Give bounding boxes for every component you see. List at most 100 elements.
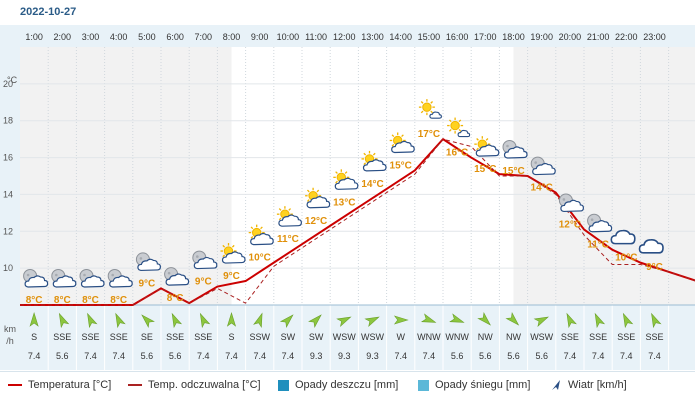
wind-speed-label: 5.6 [141,351,154,361]
wind-direction-arrow-icon [141,314,155,329]
hour-temp-label: 15°C [390,160,412,171]
y-axis-unit: °C [7,75,18,85]
legend-snow[interactable]: Opady śniegu [mm] [418,379,530,391]
wind-speed-label: 7.4 [648,351,661,361]
wind-direction-label: NW [478,332,493,342]
sunny-cloud-icon [418,99,442,119]
night-partly-cloudy-icon [502,140,528,159]
legend: Temperatura [°C] Temp. odczuwalna [°C] O… [0,371,695,398]
y-tick-label: 18 [3,116,13,126]
wind-direction-arrow-icon [393,315,409,325]
wind-speed-label: 7.4 [84,351,97,361]
hour-temp-label: 12°C [559,219,581,230]
forecast-chart-svg: 1:00 2:00 3:00 4:00 5:00 6:00 7:00 8:00 9:00 10:0… [0,25,695,370]
snow-swatch [418,379,429,391]
hour-temp-label: 8°C [26,295,43,306]
wind-direction-label: SSE [589,332,607,342]
hour-label: 22:00 [615,32,638,42]
wind-arrow-icon [552,380,560,390]
sunny-cloud-icon [447,117,471,138]
wind-unit-label: km [4,324,16,334]
hour-temp-label: 10°C [615,253,637,264]
wind-direction-arrow-icon [87,312,98,329]
cloud-icon [638,238,664,254]
wind-direction-arrow-icon [622,312,634,329]
hour-temp-label: 8°C [110,295,127,306]
wind-direction-arrow-icon [364,316,380,328]
partly-cloudy-icon [220,243,246,264]
wind-direction-label: W [396,332,405,342]
partly-cloudy-icon [474,136,500,157]
feels-like-line [20,138,695,306]
hour-temp-label: 9°C [223,271,240,282]
partly-cloudy-icon [305,187,331,209]
wind-speed-label: 5.6 [479,351,492,361]
day-shading [231,47,514,305]
wind-direction-label: NW [506,332,521,342]
wind-speed-label: 5.6 [56,351,69,361]
y-tick-label: 10 [3,263,13,273]
hour-temp-label: 8°C [82,295,99,306]
hour-temp-label: 15°C [502,166,524,177]
hour-label: 23:00 [643,32,666,42]
hour-temp-label: 12°C [305,216,327,227]
wind-direction-arrow-icon [29,311,39,327]
wind-direction-label: WSW [530,332,553,342]
night-partly-cloudy-icon [107,269,133,288]
wind-direction-arrow-icon [171,312,183,329]
hour-label: 19:00 [530,32,553,42]
hour-label: 16:00 [446,32,469,42]
legend-rain[interactable]: Opady deszczu [mm] [278,379,398,391]
wind-direction-arrow-icon [533,316,549,328]
wind-direction-label: S [228,332,234,342]
wind-direction-label: SSE [645,332,663,342]
wind-direction-arrow-icon [594,312,606,329]
hour-temp-label: 14°C [531,183,553,194]
night-partly-cloudy-icon [164,267,190,286]
hour-temp-label: 9°C [195,277,212,288]
feels-like-line-swatch [128,384,142,386]
hour-label: 21:00 [587,32,610,42]
night-partly-cloudy-icon [23,269,49,288]
wind-direction-label: SSE [81,332,99,342]
wind-speed-label: 7.4 [394,351,407,361]
wind-direction-arrow-icon [115,312,126,329]
wind-speed-label: 7.4 [28,351,41,361]
wind-direction-arrow-icon [308,314,322,329]
hour-temp-label: 8°C [167,293,184,304]
wind-direction-label: SE [141,332,153,342]
legend-temperature[interactable]: Temperatura [°C] [8,379,111,391]
hour-label: 18:00 [502,32,525,42]
forecast-chart: 1:00 2:00 3:00 4:00 5:00 6:00 7:00 8:00 9:00 10:0… [0,25,695,370]
hour-label: 17:00 [474,32,497,42]
wind-direction-arrow-icon [566,312,577,329]
wind-direction-arrow-icon [199,312,211,329]
cloud-icon [610,229,636,245]
wind-direction-label: SW [281,332,296,342]
y-tick-label: 12 [3,226,13,236]
hour-temp-label: 17°C [418,129,440,140]
wind-speed-label: 7.4 [253,351,266,361]
wind-speed-label: 7.4 [225,351,238,361]
night-partly-cloudy-icon [79,269,105,288]
hour-label: 15:00 [418,32,441,42]
hour-header-band [0,25,695,47]
night-partly-cloudy-icon [192,250,218,270]
rain-swatch [278,379,289,391]
hour-label: 13:00 [361,32,384,42]
wind-direction-label: SSE [617,332,635,342]
legend-snow-label: Opady śniegu [mm] [435,379,531,391]
night-partly-cloudy-icon [587,213,613,233]
night-partly-cloudy-icon [558,193,585,213]
wind-direction-arrow-icon [336,316,352,328]
hour-label: 14:00 [389,32,412,42]
hour-label: 3:00 [82,32,100,42]
wind-direction-label: WNW [445,332,469,342]
wind-direction-arrow-icon [279,314,294,329]
wind-direction-arrow-icon [505,311,520,326]
wind-speed-label: 5.6 [451,351,464,361]
legend-wind[interactable]: Wiatr [km/h] [550,379,627,391]
y-tick-label: 14 [3,189,13,199]
legend-feels-like[interactable]: Temp. odczuwalna [°C] [128,379,261,391]
wind-direction-label: SSE [194,332,212,342]
